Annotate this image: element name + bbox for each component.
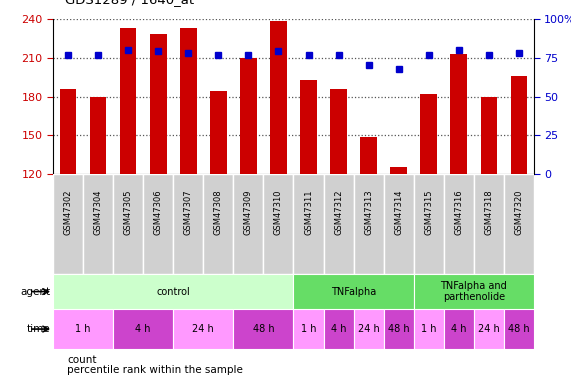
Bar (240, 58, 257, 174)
Text: GSM47318: GSM47318 (484, 189, 493, 235)
Bar (210, 92, 227, 174)
Text: TNFalpha and
parthenolide: TNFalpha and parthenolide (440, 281, 507, 302)
Bar (451, 54, 467, 174)
Bar (413, 174, 444, 274)
Text: percentile rank within the sample: percentile rank within the sample (67, 365, 243, 375)
Text: GDS1289 / 1640_at: GDS1289 / 1640_at (65, 0, 194, 6)
Bar (504, 309, 534, 349)
Text: GSM47311: GSM47311 (304, 189, 313, 235)
Text: GSM47310: GSM47310 (274, 189, 283, 235)
Bar (150, 34, 167, 174)
Bar (384, 174, 413, 274)
Bar (481, 97, 497, 174)
Bar (203, 174, 234, 274)
Bar (293, 309, 324, 349)
Text: 24 h: 24 h (358, 324, 380, 334)
Text: count: count (67, 355, 97, 365)
Bar (263, 174, 293, 274)
Text: GSM47302: GSM47302 (63, 189, 73, 235)
Text: 1 h: 1 h (301, 324, 316, 334)
Bar (474, 309, 504, 349)
Text: GSM47309: GSM47309 (244, 189, 253, 235)
Text: GSM47307: GSM47307 (184, 189, 193, 235)
Text: 4 h: 4 h (331, 324, 347, 334)
Bar (353, 174, 384, 274)
Text: GSM47312: GSM47312 (334, 189, 343, 235)
Text: 48 h: 48 h (508, 324, 530, 334)
Text: GSM47320: GSM47320 (514, 189, 524, 235)
Text: 4 h: 4 h (135, 324, 151, 334)
Bar (504, 174, 534, 274)
Text: 48 h: 48 h (252, 324, 274, 334)
Text: GSM47314: GSM47314 (394, 189, 403, 235)
Text: 24 h: 24 h (478, 324, 500, 334)
Bar (174, 174, 203, 274)
Bar (391, 166, 407, 174)
Bar (474, 174, 504, 274)
Text: GSM47316: GSM47316 (455, 189, 463, 235)
Text: GSM47306: GSM47306 (154, 189, 163, 235)
Bar (444, 309, 474, 349)
Bar (174, 309, 234, 349)
Text: 1 h: 1 h (75, 324, 91, 334)
Text: control: control (156, 286, 190, 297)
Text: 1 h: 1 h (421, 324, 436, 334)
Text: GSM47308: GSM47308 (214, 189, 223, 235)
Bar (120, 28, 136, 174)
Text: 48 h: 48 h (388, 324, 409, 334)
Bar (510, 76, 527, 174)
Bar (53, 174, 83, 274)
Bar (113, 174, 143, 274)
Bar (60, 89, 77, 174)
Bar (270, 21, 287, 174)
Bar (234, 309, 293, 349)
Bar (90, 97, 106, 174)
Text: GSM47315: GSM47315 (424, 189, 433, 235)
Bar (143, 174, 174, 274)
Text: TNFalpha: TNFalpha (331, 286, 376, 297)
Bar (324, 174, 353, 274)
Text: time: time (27, 324, 50, 334)
Bar (444, 174, 474, 274)
Text: agent: agent (20, 286, 50, 297)
Bar (324, 309, 353, 349)
Text: GSM47313: GSM47313 (364, 189, 373, 235)
Bar (384, 309, 413, 349)
Bar (353, 309, 384, 349)
Bar (113, 309, 174, 349)
Bar (293, 274, 413, 309)
Bar (180, 28, 196, 174)
Text: 24 h: 24 h (192, 324, 214, 334)
Bar (420, 94, 437, 174)
Bar (83, 174, 113, 274)
Bar (293, 174, 324, 274)
Bar (413, 309, 444, 349)
Text: 4 h: 4 h (451, 324, 467, 334)
Bar (234, 174, 263, 274)
Text: GSM47304: GSM47304 (94, 189, 103, 235)
Bar (330, 89, 347, 174)
Text: GSM47305: GSM47305 (124, 189, 132, 235)
Bar (413, 274, 534, 309)
Bar (300, 80, 317, 174)
Bar (53, 274, 293, 309)
Bar (53, 309, 113, 349)
Bar (360, 137, 377, 174)
